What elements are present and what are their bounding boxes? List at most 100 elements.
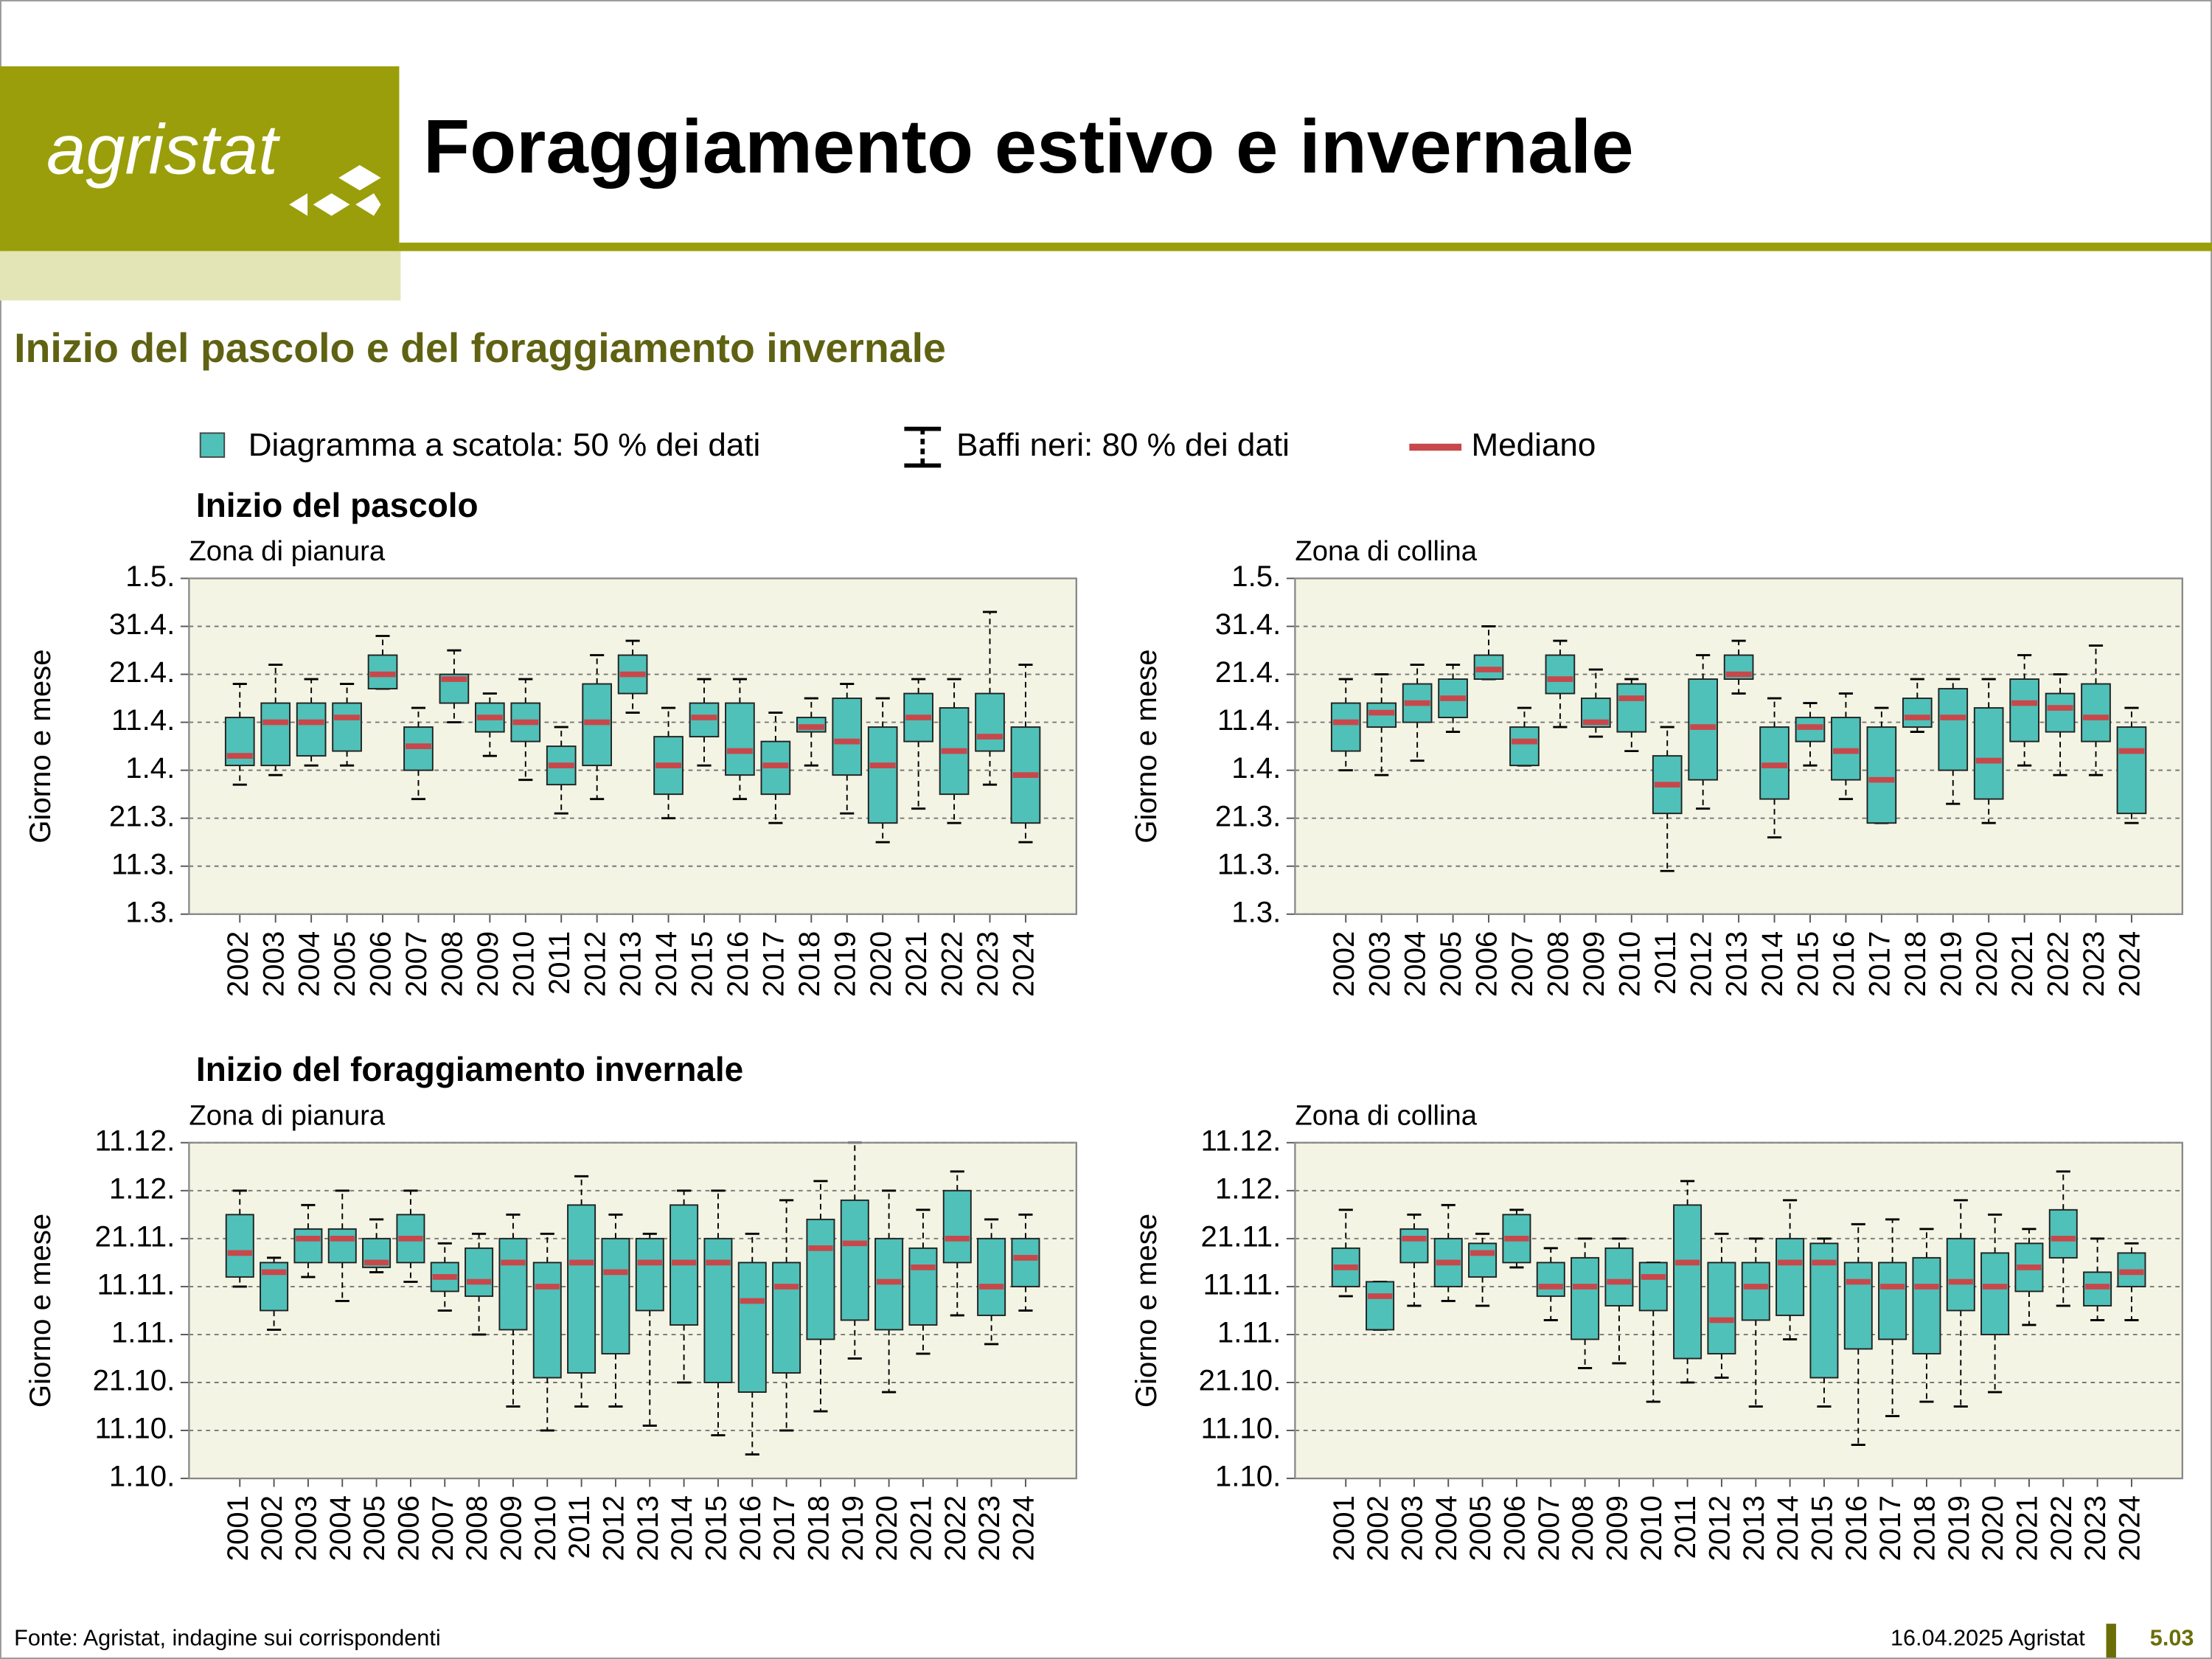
- x-tick-label: 2004: [1399, 931, 1432, 997]
- box: [1809, 1242, 1839, 1379]
- x-tick-label: 2002: [1327, 931, 1360, 997]
- x-tick-label: 2021: [2006, 931, 2039, 997]
- y-tick-label: 1.12.: [1215, 1172, 1281, 1205]
- x-tick-label: 2023: [2079, 1495, 2112, 1561]
- x-tick-label: 2013: [614, 931, 647, 997]
- x-tick-label: 2009: [495, 1495, 528, 1561]
- x-tick-label: 2014: [650, 931, 683, 997]
- box: [1330, 702, 1361, 752]
- logo-box: [0, 66, 400, 251]
- x-tick-label: 2004: [324, 1495, 357, 1561]
- plot-border: [188, 1141, 1077, 1480]
- y-tick-label: 11.4.: [111, 703, 175, 737]
- y-tick-label: 1.10.: [109, 1460, 175, 1493]
- x-tick-label: 2022: [939, 1495, 972, 1561]
- y-tick-label: 21.3.: [109, 799, 175, 832]
- x-tick-label: 2003: [257, 931, 290, 997]
- x-tick-label: 2005: [1434, 931, 1467, 997]
- chart-title: Zona di collina: [1295, 1099, 1477, 1131]
- box: [296, 702, 327, 757]
- y-tick-label: 11.3.: [111, 847, 175, 880]
- x-tick-label: 2008: [1542, 931, 1575, 997]
- x-tick-label: 2020: [1970, 931, 2003, 997]
- x-tick-label: 2016: [1827, 931, 1860, 997]
- x-tick-label: 2012: [578, 931, 611, 997]
- x-tick-label: 2014: [1756, 931, 1789, 997]
- x-tick-label: 2022: [2042, 931, 2075, 997]
- x-tick-label: 2010: [1613, 931, 1646, 997]
- plot-area: [1295, 578, 2183, 914]
- x-tick-label: 2022: [936, 931, 969, 997]
- box: [1366, 1281, 1395, 1331]
- page-title: Foraggiamento estivo e invernale: [423, 103, 1634, 189]
- box: [737, 1262, 767, 1393]
- x-tick-label: 2017: [757, 931, 790, 997]
- x-tick-label: 2001: [221, 1495, 254, 1561]
- x-tick-label: 2004: [293, 931, 326, 997]
- x-tick-label: 2006: [1498, 1495, 1531, 1561]
- box: [1536, 1262, 1565, 1297]
- box: [635, 1237, 664, 1312]
- x-tick-label: 2015: [700, 1495, 733, 1561]
- box: [725, 702, 755, 776]
- plot-area: [1295, 1142, 2183, 1479]
- footer-date: 16.04.2025 Agristat: [1891, 1625, 2085, 1650]
- logo-text: agristat: [46, 111, 280, 189]
- box: [806, 1218, 835, 1340]
- x-tick-label: 2023: [971, 931, 1004, 997]
- box: [260, 702, 291, 767]
- y-tick-label: 21.10.: [93, 1364, 175, 1397]
- box: [1604, 1247, 1634, 1307]
- box: [942, 1189, 972, 1264]
- box: [772, 1262, 801, 1374]
- y-tick-label: 11.11.: [1203, 1268, 1281, 1301]
- box: [1980, 1252, 2010, 1335]
- x-tick-label: 2019: [1934, 931, 1967, 997]
- y-tick-label: 11.12.: [95, 1124, 175, 1157]
- y-tick-label: 11.11.: [97, 1268, 175, 1301]
- legend-box-label: Diagramma a scatola: 50 % dei dati: [248, 427, 761, 463]
- x-tick-label: 2003: [1363, 931, 1396, 997]
- y-tick-label: 1.12.: [109, 1172, 175, 1205]
- x-tick-label: 2008: [1566, 1495, 1599, 1561]
- x-tick-label: 2011: [543, 931, 576, 995]
- chart-title: Zona di pianura: [189, 1099, 386, 1131]
- x-tick-label: 2015: [686, 931, 719, 997]
- box: [1011, 1237, 1040, 1287]
- x-tick-label: 2016: [721, 931, 754, 997]
- header-rule: [399, 243, 2212, 251]
- box: [1571, 1256, 1600, 1340]
- box: [2048, 1208, 2078, 1259]
- y-tick-label: 31.4.: [109, 608, 175, 641]
- x-tick-label: 2007: [400, 931, 433, 997]
- y-axis-label: Giorno e mese: [24, 1214, 57, 1408]
- y-tick-label: 1.4.: [1231, 751, 1281, 785]
- x-tick-label: 2007: [1532, 1495, 1565, 1561]
- box: [2081, 683, 2111, 742]
- box: [567, 1204, 597, 1374]
- y-tick-label: 1.3.: [125, 895, 175, 928]
- box: [1946, 1237, 1975, 1312]
- chart-title: Zona di pianura: [189, 535, 386, 567]
- x-tick-label: 2018: [793, 931, 826, 997]
- group-title: Inizio del pascolo: [196, 486, 479, 524]
- box: [1912, 1256, 1941, 1354]
- box: [1741, 1262, 1770, 1321]
- x-tick-label: 2009: [471, 931, 504, 997]
- x-tick-label: 2014: [665, 1495, 698, 1561]
- box: [601, 1237, 630, 1354]
- box: [1399, 1228, 1429, 1264]
- x-tick-label: 2010: [507, 931, 540, 997]
- y-tick-label: 11.10.: [95, 1412, 175, 1445]
- x-tick-label: 2009: [1577, 931, 1610, 997]
- x-tick-label: 2005: [328, 931, 361, 997]
- x-tick-label: 2007: [1506, 931, 1539, 997]
- x-tick-label: 2012: [597, 1495, 630, 1561]
- x-tick-label: 2021: [900, 931, 933, 997]
- box: [2009, 678, 2039, 742]
- box: [225, 1214, 254, 1278]
- box: [1616, 683, 1647, 733]
- box: [1843, 1262, 1873, 1350]
- x-tick-label: 2019: [828, 931, 861, 997]
